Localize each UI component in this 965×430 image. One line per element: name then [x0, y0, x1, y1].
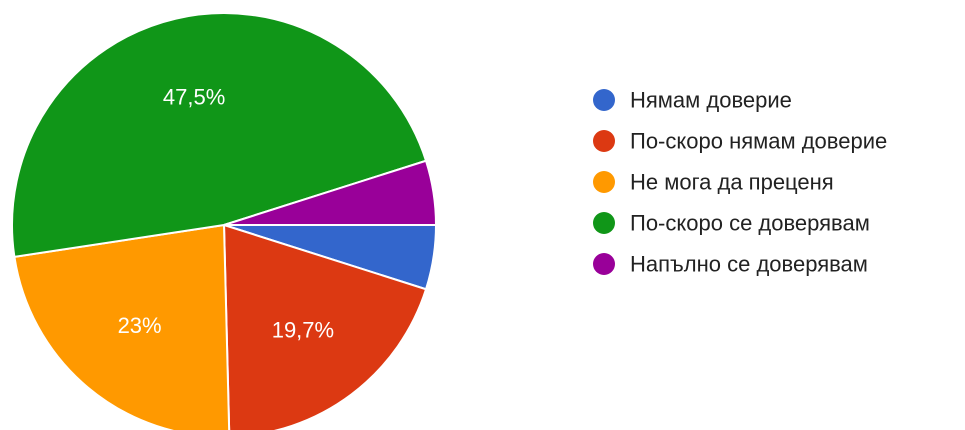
legend-marker-5 [593, 253, 615, 275]
pie-slices [11, 12, 438, 430]
legend-label-5: Напълно се доверявам [630, 252, 868, 277]
legend-label-1: Нямам доверие [630, 88, 792, 113]
legend-marker-1 [593, 89, 615, 111]
legend-label-3: Не мога да преценя [630, 170, 834, 195]
legend-marker-4 [593, 212, 615, 234]
legend-label-2: По-скоро нямам доверие [630, 129, 887, 154]
pie-slice-label-2: 19,7% [272, 318, 334, 343]
legend-marker-3 [593, 171, 615, 193]
pie-slice-labels: 19,7% 23% 47,5% [118, 85, 335, 343]
pie-slice-4 [11, 12, 428, 258]
pie-slice-3 [13, 223, 231, 430]
pie-slice-5 [223, 159, 438, 226]
legend-label-4: По-скоро се доверявам [630, 211, 870, 236]
legend-marker-2 [593, 130, 615, 152]
legend: Нямам доверие По-скоро нямам доверие Не мо… [593, 88, 887, 277]
pie-slice-2 [222, 223, 428, 430]
pie-slice-label-4: 47,5% [163, 85, 225, 110]
pie-slice-label-3: 23% [118, 313, 162, 338]
